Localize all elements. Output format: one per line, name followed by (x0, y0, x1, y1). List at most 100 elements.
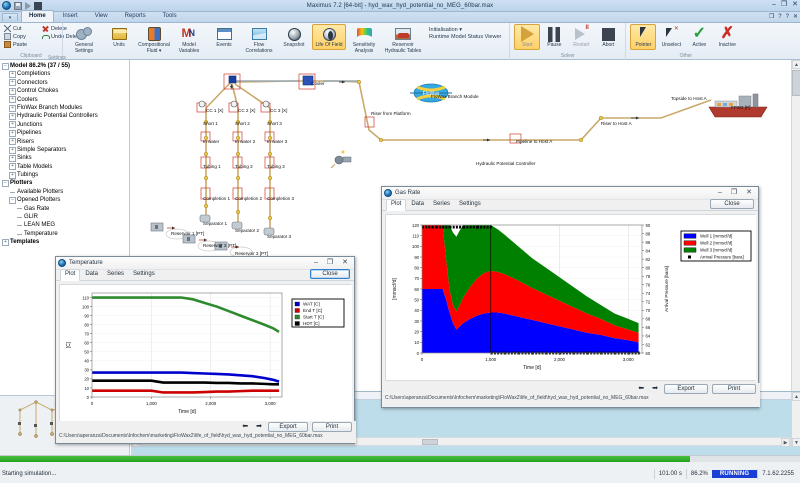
compositional-fluid-button[interactable]: Compositional Fluid ▾ (137, 24, 171, 55)
gas-rate-tab-plot[interactable]: Plot (386, 199, 407, 211)
temperature-maximize-button[interactable]: ❐ (326, 259, 334, 266)
tree-item-lean-meg[interactable]: LEAN MEG (2, 221, 129, 229)
flow-correlations-button[interactable]: Flow Correlations (242, 24, 276, 55)
temperature-tab-series[interactable]: Series (107, 271, 125, 277)
tab-insert[interactable]: Insert (62, 13, 78, 19)
gas-rate-close-button[interactable]: ✕ (746, 189, 752, 196)
minimize-button[interactable]: – (771, 1, 776, 8)
snapshot-button[interactable]: Snapshot (277, 24, 311, 50)
tree-expander-plus-icon[interactable]: + (9, 163, 16, 171)
cut-button[interactable]: Cut (4, 25, 38, 32)
tree-expander-minus-icon[interactable]: − (2, 180, 9, 188)
runtime-model-status-viewer-button[interactable]: Runtime Model Status Viewer (429, 34, 502, 40)
gas-rate-tab-series[interactable]: Series (433, 201, 451, 207)
window-controls[interactable]: – ❐ ✕ (772, 1, 798, 9)
temperature-tab-data[interactable]: Data (85, 271, 99, 277)
tree-item-sinks[interactable]: + Sinks (2, 154, 129, 162)
tree-item-templates[interactable]: + Templates (2, 238, 129, 246)
gas-rate-export-button[interactable]: Export (664, 383, 708, 394)
tree-expander-plus-icon[interactable]: + (9, 154, 16, 162)
general-settings-button[interactable]: General Settings (67, 24, 101, 55)
tree-item-glir[interactable]: GLIR (2, 213, 129, 221)
temperature-close-dialog-button[interactable]: Close (310, 269, 350, 279)
quick-access-toolbar[interactable] (0, 1, 42, 10)
quick-access-dropdown-icon[interactable]: ▾ (2, 13, 18, 21)
delete-button[interactable]: Delete (42, 25, 76, 32)
copy-button[interactable]: Copy (4, 33, 38, 40)
stop-icon[interactable] (34, 1, 42, 10)
tree-expander-plus-icon[interactable]: + (9, 96, 16, 104)
doc-restore-icon[interactable]: ❐ (768, 14, 775, 20)
gas-rate-window-controls[interactable]: – ❐ ✕ (718, 189, 756, 197)
temperature-plot-area[interactable]: 0 10 20 30 40 50 60 70 80 90 100 110 0 1,000 2,000 3,00… (59, 284, 352, 422)
tree-leaf-marker[interactable] (16, 222, 23, 229)
log-scroll-down-arrow[interactable]: ▼ (792, 438, 800, 447)
gas-rate-plot-window[interactable]: Gas Rate – ❐ ✕ Plot Data Series Settings… (381, 186, 760, 408)
maximize-button[interactable]: ❐ (780, 1, 788, 8)
gas-rate-print-button[interactable]: Print (712, 383, 756, 394)
pointer-button[interactable]: Pointer (630, 24, 657, 50)
pause-button[interactable]: Pause (541, 24, 567, 50)
tree-item-tubings[interactable]: + Tubings (2, 171, 129, 179)
tree-leaf-marker[interactable] (9, 189, 16, 196)
tree-item-temperature[interactable]: Temperature (2, 230, 129, 238)
temperature-tab-settings[interactable]: Settings (133, 271, 155, 277)
tree-expander-plus-icon[interactable]: + (9, 171, 16, 179)
tree-leaf-marker[interactable] (16, 214, 23, 221)
undo-delete-button[interactable]: Undo Delete (42, 33, 84, 40)
tree-item-gas-rate[interactable]: Gas Rate (2, 205, 129, 213)
temperature-next-button[interactable]: ➡ (256, 423, 262, 430)
initialisation-menu[interactable]: Initialisation ▾ (429, 27, 463, 33)
gas-rate-minimize-button[interactable]: – (717, 189, 722, 196)
model-tree[interactable]: − Model 86.2% (37 / 55) + Completions + Conne… (0, 60, 129, 247)
temperature-print-button[interactable]: Print (312, 421, 352, 432)
log-scroll-up-arrow[interactable]: ▲ (792, 392, 800, 401)
tab-reports[interactable]: Reports (124, 13, 146, 19)
tree-expander-plus-icon[interactable]: + (9, 79, 16, 87)
document-window-controls[interactable]: ❐ ? ? ✕ (769, 13, 798, 21)
tree-leaf-marker[interactable] (16, 205, 23, 212)
tree-item-model-86-2-37-55[interactable]: − Model 86.2% (37 / 55) (2, 62, 129, 70)
tree-item-connectors[interactable]: + Connectors (2, 79, 129, 87)
canvas-vertical-scrollbar[interactable]: ▲ (791, 60, 800, 455)
reservoir-hydraulic-tables-button[interactable]: Reservoir Hydraulic Tables (382, 24, 424, 55)
tree-item-flowax-branch-modules[interactable]: + FloWax Branch Modules (2, 104, 129, 112)
tree-expander-plus-icon[interactable]: + (9, 113, 16, 121)
tree-expander-minus-icon[interactable]: − (9, 196, 16, 204)
gas-rate-tab-data[interactable]: Data (411, 201, 425, 207)
abort-button[interactable]: Abort (595, 24, 621, 50)
active-button[interactable]: ✓ Active (686, 24, 712, 50)
temperature-title-bar[interactable]: Temperature – ❐ ✕ (56, 257, 354, 270)
gas-rate-next-button[interactable]: ➡ (652, 385, 658, 392)
vscroll-thumb[interactable] (792, 70, 800, 96)
tree-item-coolers[interactable]: + Coolers (2, 96, 129, 104)
network-diagram[interactable]: FloWax CC 1 [X] CC 2 [X] CC 3 [X]Short (131, 60, 791, 395)
tree-item-completions[interactable]: + Completions (2, 70, 129, 79)
tab-home[interactable]: Home (21, 10, 54, 22)
tree-expander-plus-icon[interactable]: + (9, 71, 16, 79)
tree-item-plotters[interactable]: − Plotters (2, 179, 129, 188)
gas-rate-close-dialog-button[interactable]: Close (710, 199, 754, 209)
events-button[interactable]: Events (207, 24, 241, 50)
gas-rate-title-bar[interactable]: Gas Rate – ❐ ✕ (382, 187, 758, 200)
model-variables-button[interactable]: Model Variables (172, 24, 206, 55)
tab-tools[interactable]: Tools (162, 13, 177, 19)
log-vertical-scrollbar[interactable]: ▲ ▼ (791, 392, 800, 447)
doc-close-icon[interactable]: ✕ (792, 14, 798, 20)
tree-item-junctions[interactable]: + Junctions (2, 121, 129, 129)
scroll-up-arrow[interactable]: ▲ (792, 60, 800, 69)
tree-item-table-models[interactable]: + Table Models (2, 163, 129, 171)
tree-expander-plus-icon[interactable]: + (9, 121, 16, 129)
temperature-tab-plot[interactable]: Plot (60, 269, 81, 281)
units-button[interactable]: Units (102, 24, 136, 50)
tree-expander-plus-icon[interactable]: + (9, 138, 16, 146)
temperature-close-button[interactable]: ✕ (342, 259, 348, 266)
app-orb-icon[interactable] (2, 1, 11, 10)
gas-rate-prev-button[interactable]: ⬅ (638, 385, 645, 392)
tree-expander-plus-icon[interactable]: + (9, 146, 16, 154)
restart-button[interactable]: Restart (568, 24, 594, 50)
hscroll-thumb[interactable] (422, 439, 438, 445)
tree-leaf-marker[interactable] (16, 231, 23, 238)
tree-expander-plus-icon[interactable]: + (9, 104, 16, 112)
temperature-prev-button[interactable]: ⬅ (242, 423, 249, 430)
